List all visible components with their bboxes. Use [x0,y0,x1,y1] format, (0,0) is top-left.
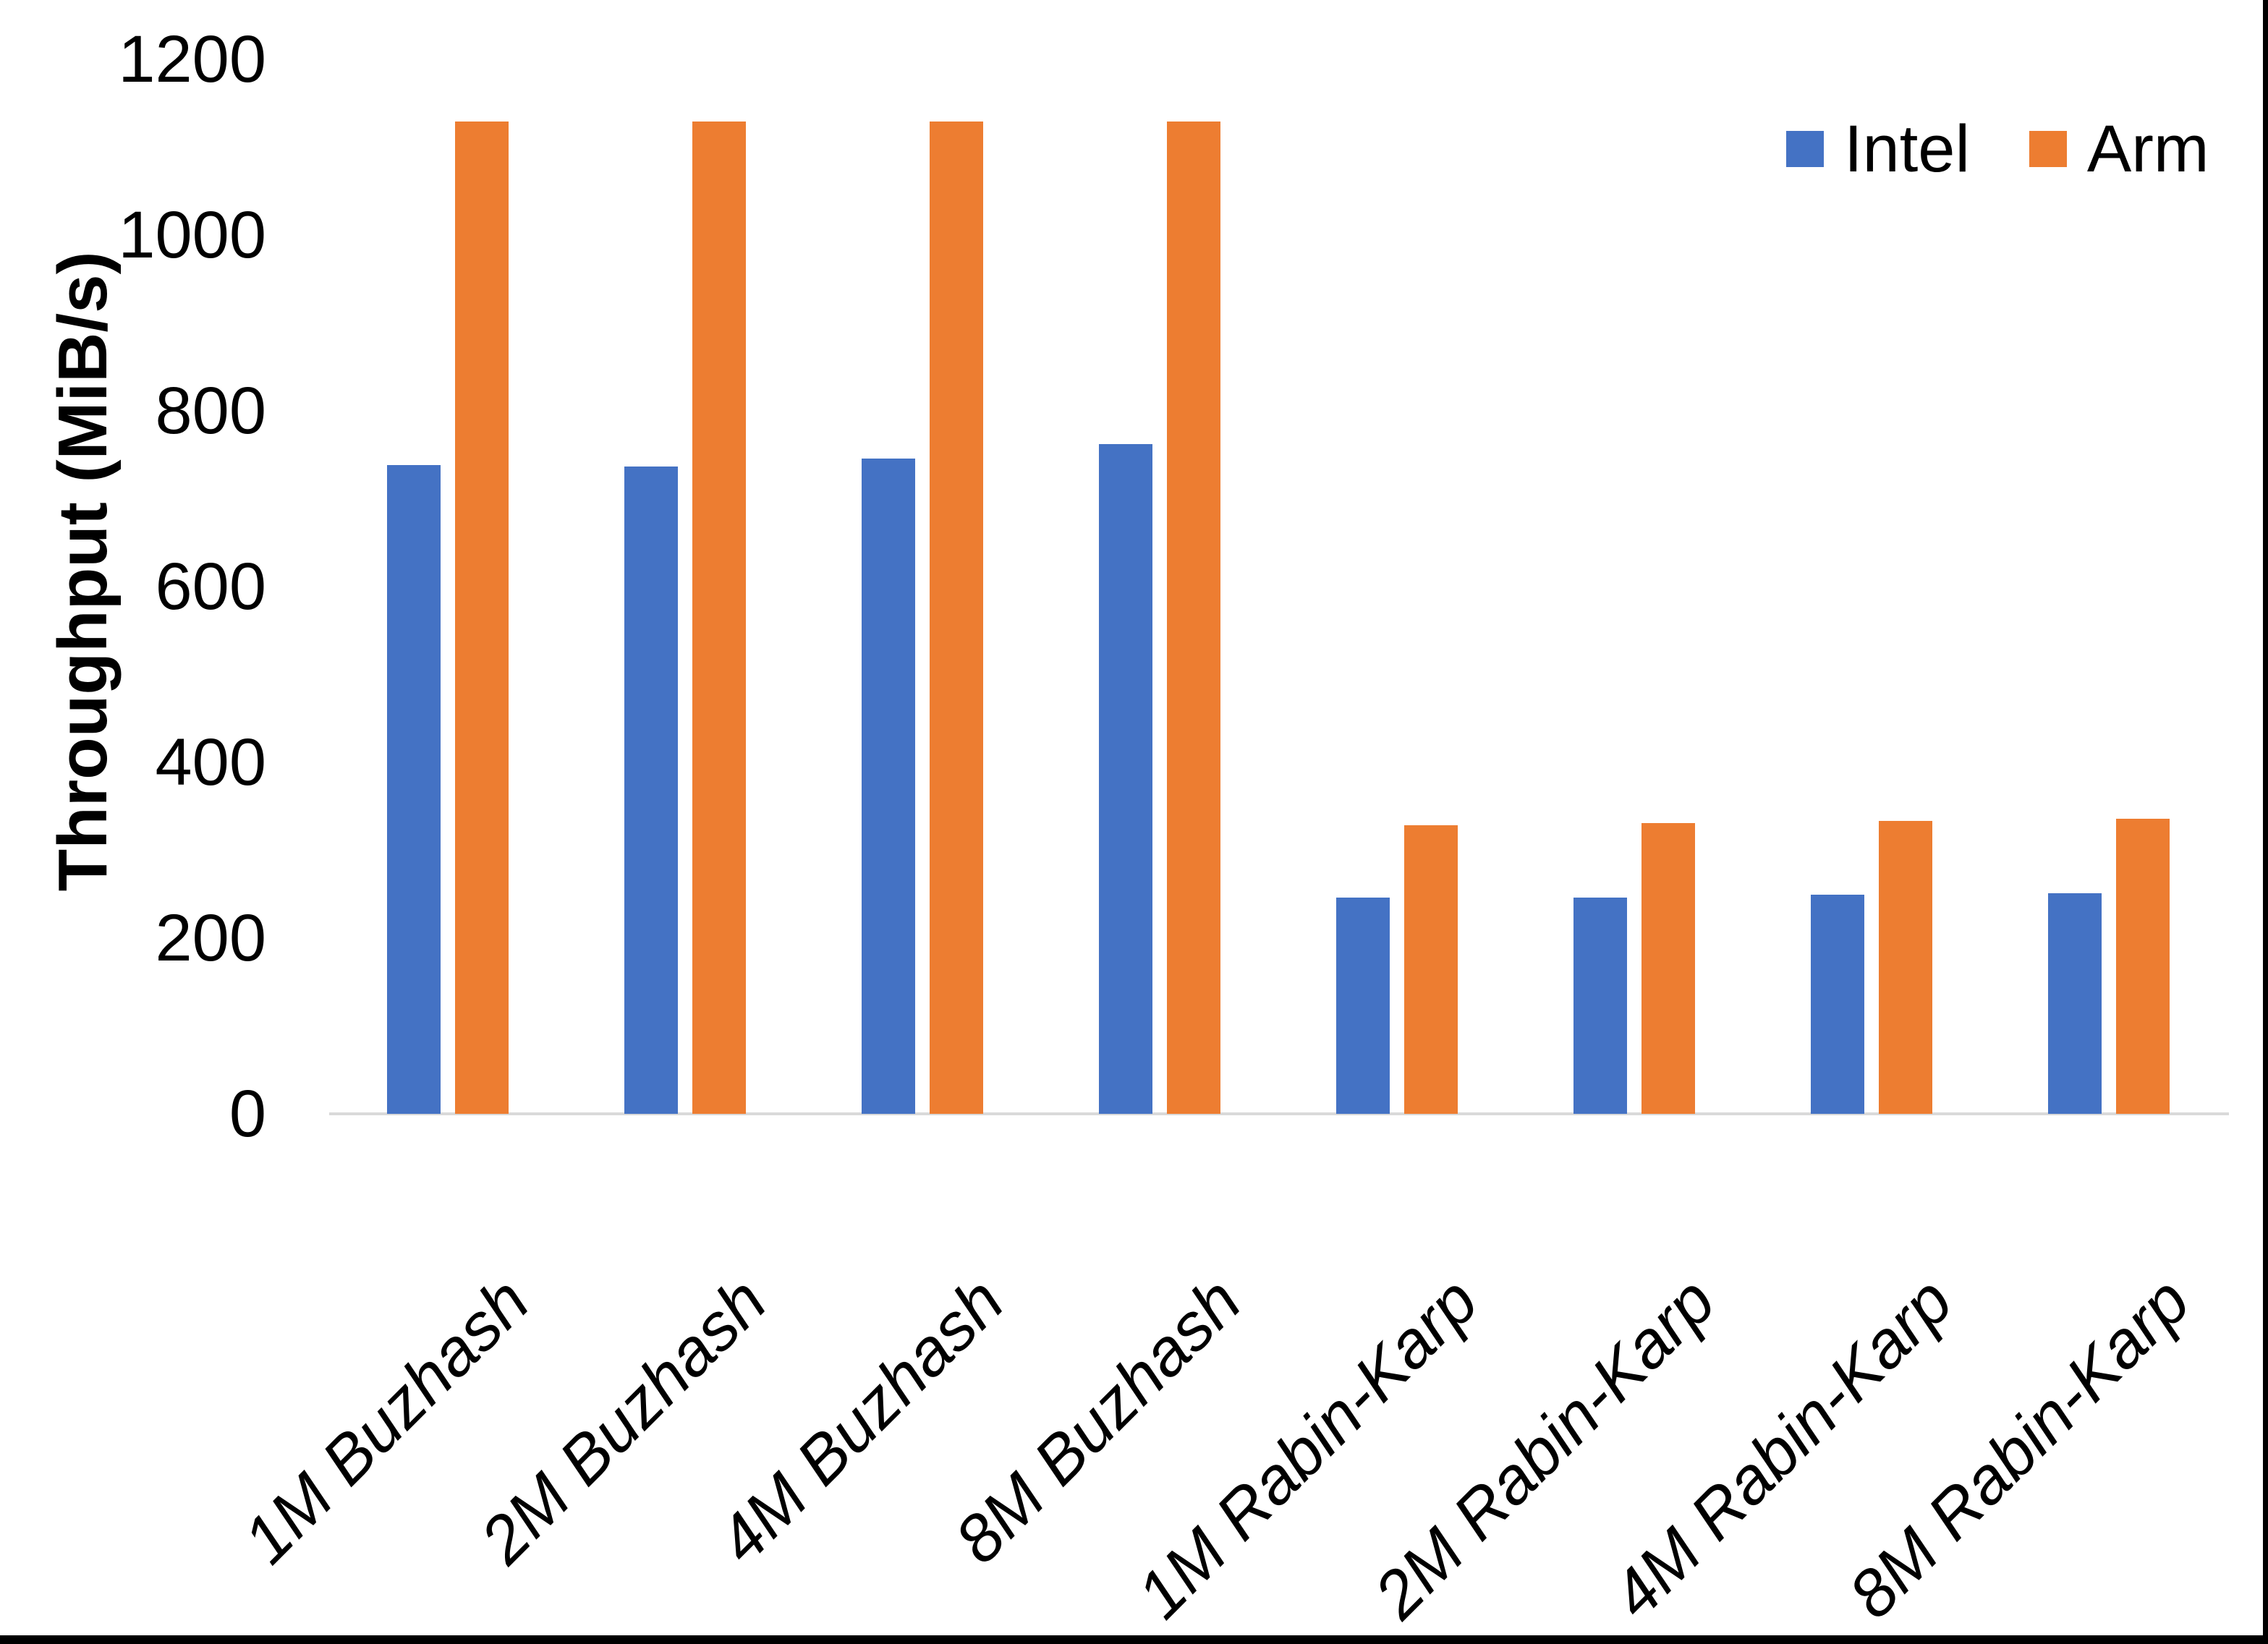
bar-intel-2m-rabin-karp [1573,898,1627,1114]
bar-intel-2m-buzhash [624,466,678,1114]
bar-intel-8m-buzhash [1099,444,1152,1114]
y-tick-label-400: 400 [155,725,267,799]
y-tick-label-1000: 1000 [118,198,266,272]
legend-label-intel: Intel [1844,112,1970,186]
bar-arm-2m-rabin-karp [1641,822,1695,1114]
y-tick-label-1200: 1200 [118,22,266,96]
bar-arm-1m-rabin-karp [1404,825,1458,1114]
frame-border-right [2263,0,2268,1644]
x-axis-line [329,1112,2229,1115]
bar-arm-4m-rabin-karp [1879,821,1932,1114]
y-tick-label-0: 0 [229,1077,266,1151]
bar-arm-8m-buzhash [1167,122,1220,1114]
y-tick-label-200: 200 [155,901,267,975]
legend: Intel Arm [1786,114,2209,184]
legend-item-arm: Arm [2029,114,2209,184]
legend-swatch-arm [2029,131,2067,167]
bar-intel-8m-rabin-karp [2048,893,2102,1114]
bar-intel-1m-buzhash [387,465,441,1114]
frame-border-bottom [0,1635,2268,1644]
y-tick-label-800: 800 [155,374,267,448]
bar-intel-4m-buzhash [862,458,915,1114]
bar-arm-4m-buzhash [930,122,983,1114]
y-tick-label-600: 600 [155,550,267,623]
bar-arm-8m-rabin-karp [2116,818,2170,1114]
bar-intel-1m-rabin-karp [1336,898,1390,1114]
bar-arm-1m-buzhash [455,122,509,1114]
legend-item-intel: Intel [1786,114,1970,184]
legend-swatch-intel [1786,131,1824,167]
legend-label-arm: Arm [2086,112,2209,186]
bar-arm-2m-buzhash [692,122,746,1114]
bar-intel-4m-rabin-karp [1811,895,1864,1114]
